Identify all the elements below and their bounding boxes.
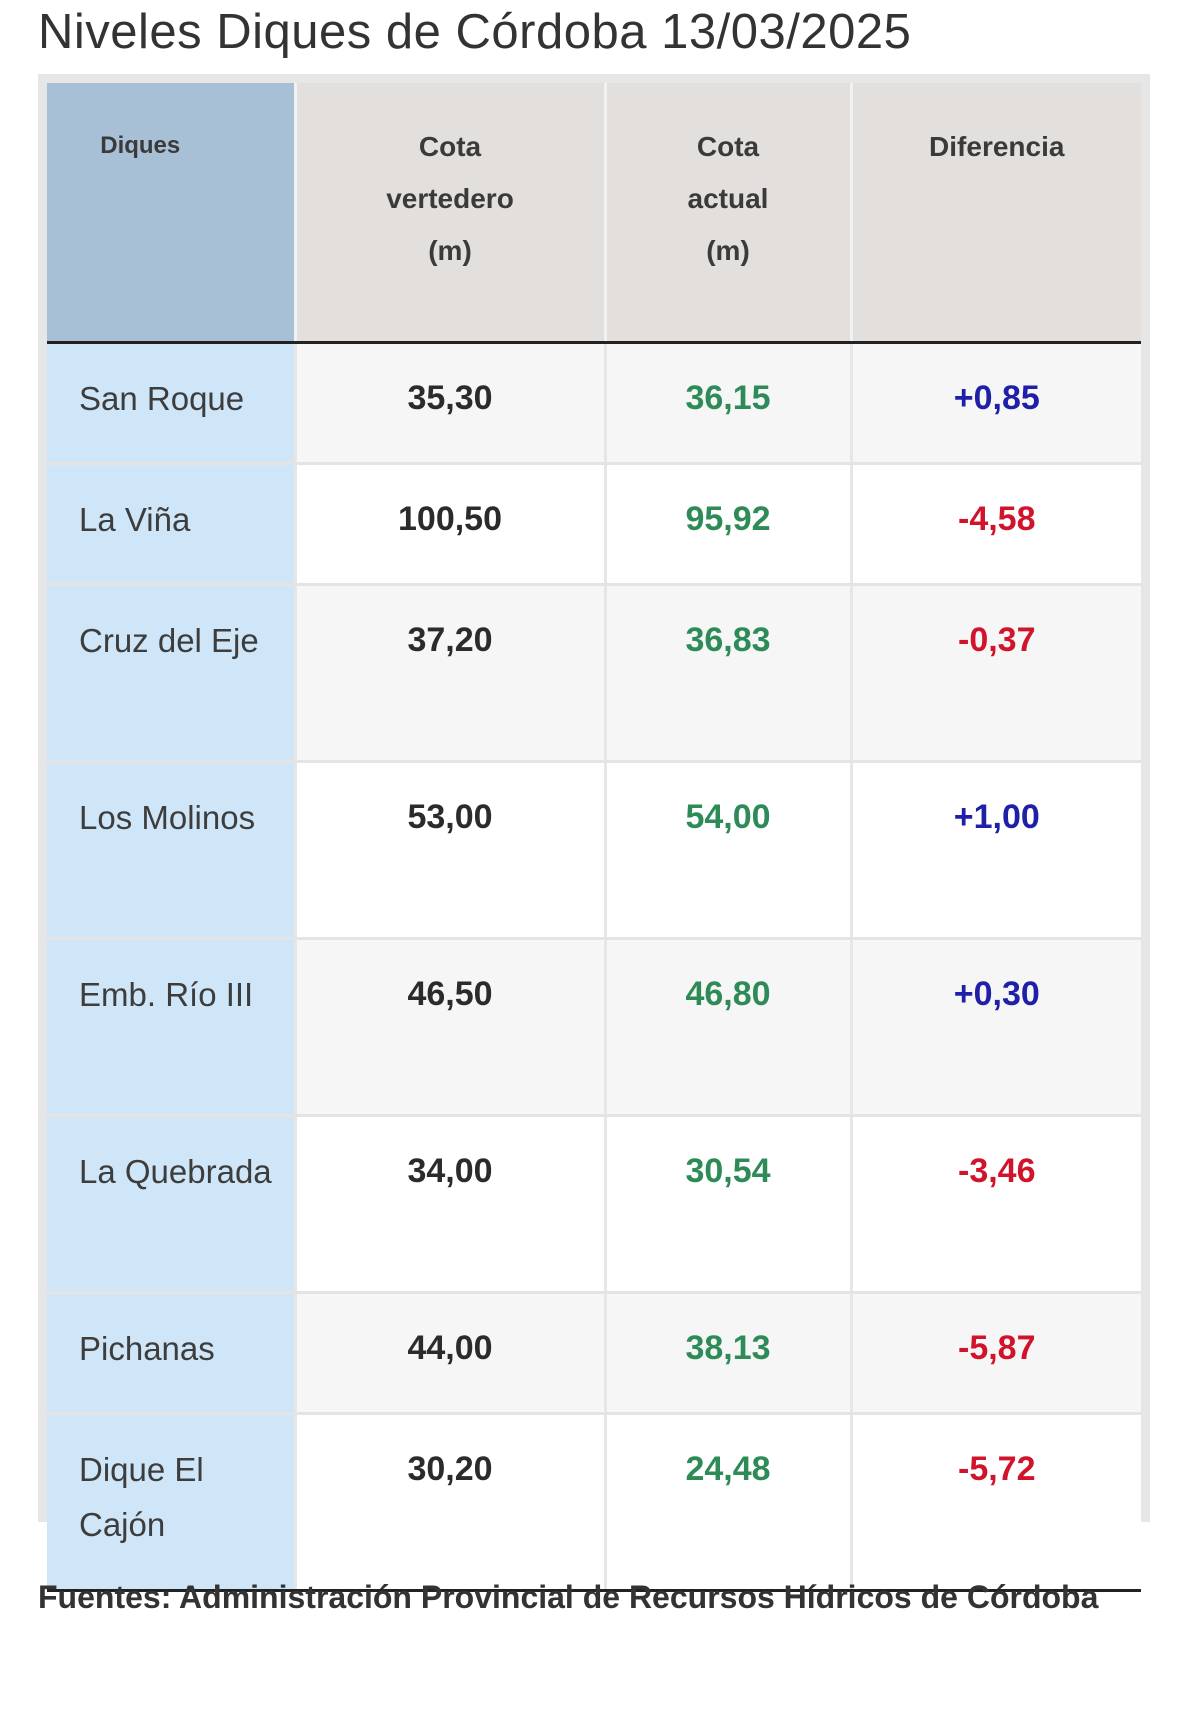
cota-actual-value: 38,13 [605,1292,853,1415]
dam-levels-table: Diques Cota vertedero (m) Cota actual (m… [47,83,1141,1592]
dam-name: Emb. Río III [47,938,297,1117]
table-row: Dique El Cajón 30,20 24,48 -5,72 [47,1413,1141,1592]
cota-actual-value: 36,83 [605,584,853,763]
diferencia-value: -0,37 [851,584,1141,763]
dam-name: La Quebrada [47,1115,297,1294]
dam-name: La Viña [47,463,297,586]
cota-actual-value: 36,15 [605,342,853,465]
dam-name: Pichanas [47,1292,297,1415]
diferencia-value: +0,30 [851,938,1141,1117]
cota-vertedero-value: 100,50 [295,463,607,586]
table-row: La Viña 100,50 95,92 -4,58 [47,463,1141,586]
header-cota-vertedero-line-1: Cota [418,131,482,162]
cota-actual-value: 46,80 [605,938,853,1117]
cota-actual-value: 24,48 [605,1413,853,1592]
cota-vertedero-value: 44,00 [295,1292,607,1415]
cota-actual-value: 54,00 [605,761,853,940]
diferencia-value: -4,58 [851,463,1141,586]
header-diferencia: Diferencia [851,83,1141,344]
cota-vertedero-value: 37,20 [295,584,607,763]
cota-actual-value: 95,92 [605,463,853,586]
table-row: Cruz del Eje 37,20 36,83 -0,37 [47,584,1141,763]
source-note: Fuentes: Administración Provincial de Re… [38,1579,1099,1615]
table-row: Los Molinos 53,00 54,00 +1,00 [47,761,1141,940]
table-container: Diques Cota vertedero (m) Cota actual (m… [38,74,1150,1592]
diferencia-value: +1,00 [851,761,1141,940]
cota-vertedero-value: 35,30 [295,342,607,465]
diferencia-value: -5,87 [851,1292,1141,1415]
dam-name: Los Molinos [47,761,297,940]
table-row: San Roque 35,30 36,15 +0,85 [47,342,1141,465]
cota-vertedero-value: 30,20 [295,1413,607,1592]
header-diques: Diques [47,83,297,344]
table-row: Emb. Río III 46,50 46,80 +0,30 [47,938,1141,1117]
header-cota-vertedero: Cota vertedero (m) [295,83,607,344]
page-title: Niveles Diques de Córdoba 13/03/2025 [38,5,912,59]
cota-vertedero-value: 53,00 [295,761,607,940]
dam-name: Dique El Cajón [47,1413,297,1592]
header-cota-actual-line-2: actual [687,183,769,214]
diferencia-value: -5,72 [851,1413,1141,1592]
cota-actual-value: 30,54 [605,1115,853,1294]
table-row: La Quebrada 34,00 30,54 -3,46 [47,1115,1141,1294]
header-cota-actual: Cota actual (m) [605,83,853,344]
header-cota-actual-line-1: Cota [696,131,760,162]
diferencia-value: +0,85 [851,342,1141,465]
dam-name: San Roque [47,342,297,465]
dam-name: Cruz del Eje [47,584,297,763]
diferencia-value: -3,46 [851,1115,1141,1294]
cota-vertedero-value: 46,50 [295,938,607,1117]
header-cota-vertedero-line-2: vertedero [386,183,514,214]
cota-vertedero-value: 34,00 [295,1115,607,1294]
header-cota-vertedero-line-3: (m) [428,235,472,266]
table-header-row: Diques Cota vertedero (m) Cota actual (m… [47,83,1141,344]
header-cota-actual-line-3: (m) [706,235,750,266]
table-row: Pichanas 44,00 38,13 -5,87 [47,1292,1141,1415]
